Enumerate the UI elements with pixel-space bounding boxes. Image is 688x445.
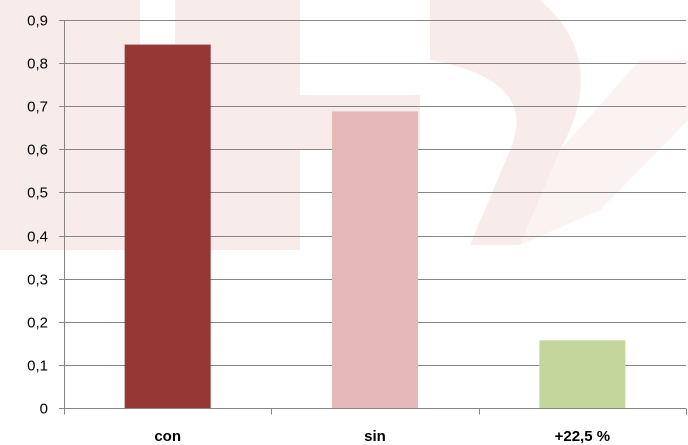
y-tick-label: 0 — [40, 401, 48, 418]
y-tick-label: 0,4 — [27, 229, 48, 246]
bar-2 — [539, 340, 626, 408]
bars — [124, 44, 626, 408]
y-tick-label: 0,9 — [27, 13, 48, 30]
y-tick-label: 0,5 — [27, 185, 48, 202]
y-tick-label: 0,7 — [27, 99, 48, 116]
y-tick-label: 0,1 — [27, 358, 48, 375]
bar-0 — [124, 44, 211, 408]
x-category-label: sin — [364, 428, 386, 445]
y-tick-label: 0,6 — [27, 142, 48, 159]
y-tick-label: 0,8 — [27, 56, 48, 73]
x-category-label: con — [154, 428, 181, 445]
x-tick-labels: con sin +22,5 % — [154, 428, 610, 445]
y-tick-label: 0,3 — [27, 272, 48, 289]
axes — [64, 20, 687, 415]
x-category-label: +22,5 % — [555, 428, 610, 445]
bar-1 — [332, 111, 418, 408]
y-tick-labels: 0 0,1 0,2 0,3 0,4 0,5 0,6 0,7 0,8 0,9 — [27, 13, 48, 418]
y-tick-label: 0,2 — [27, 315, 48, 332]
watermark-shape — [0, 0, 140, 250]
watermark-shape — [430, 0, 581, 245]
